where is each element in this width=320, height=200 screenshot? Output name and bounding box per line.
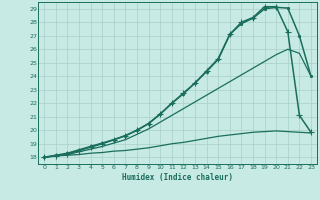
X-axis label: Humidex (Indice chaleur): Humidex (Indice chaleur) bbox=[122, 173, 233, 182]
